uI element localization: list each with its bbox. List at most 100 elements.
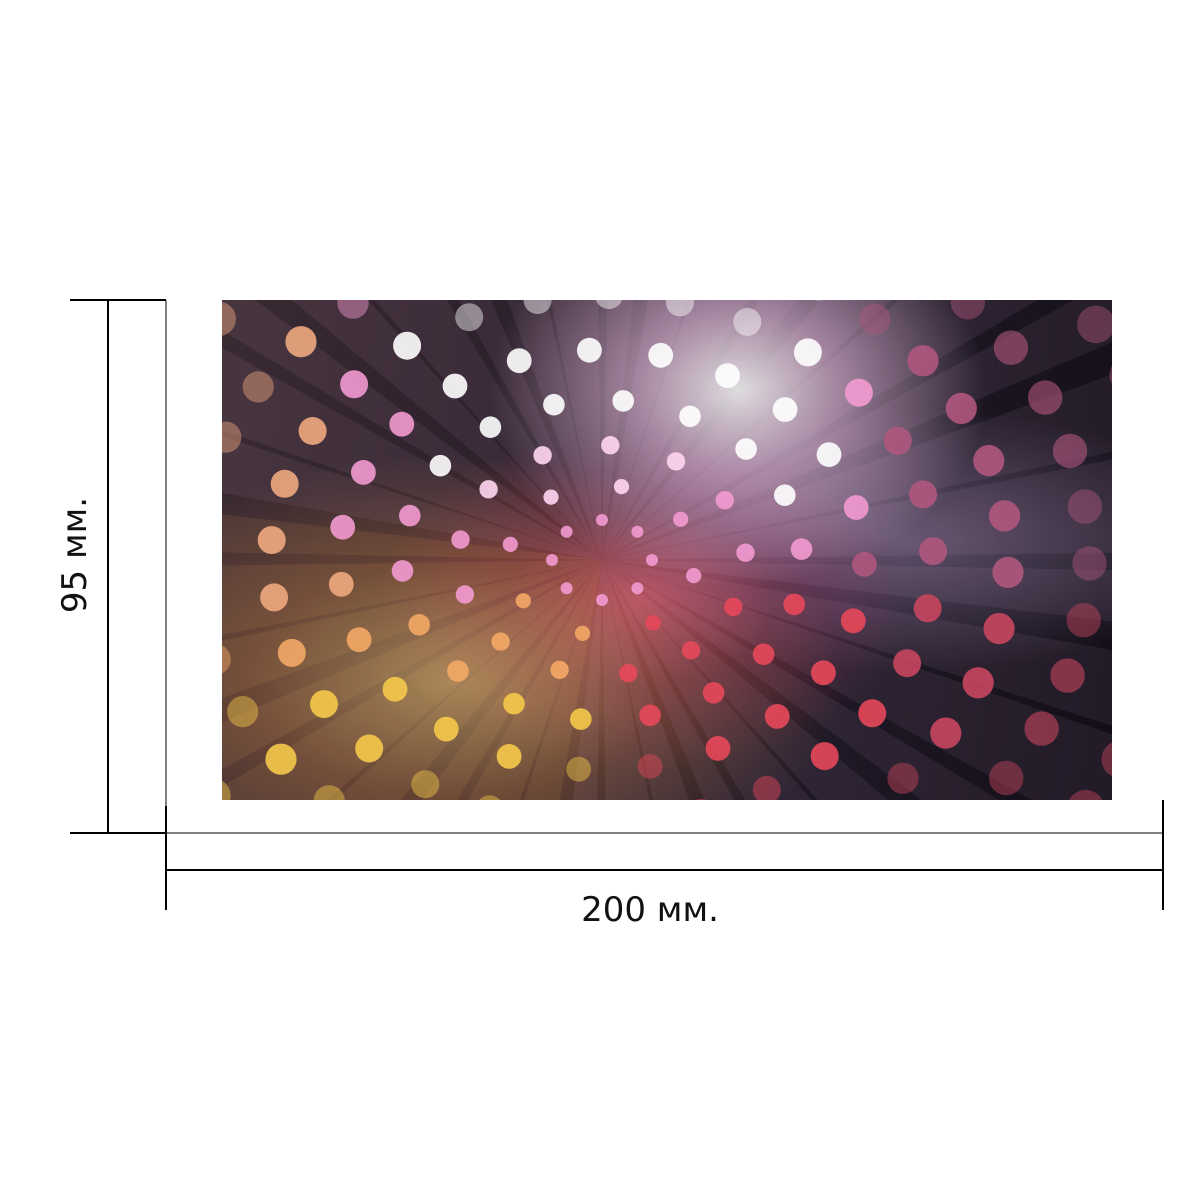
bokeh-dot xyxy=(222,780,231,800)
light-ray xyxy=(573,560,602,800)
bokeh-dot xyxy=(844,378,873,407)
light-ray xyxy=(550,300,602,560)
bokeh-dot xyxy=(783,593,805,616)
bokeh-dot xyxy=(1077,305,1112,344)
bokeh-dot xyxy=(433,716,459,742)
bokeh-dot xyxy=(840,608,866,634)
bokeh-dot xyxy=(993,330,1029,365)
bokeh-dot xyxy=(774,484,796,506)
bokeh-dot xyxy=(631,525,644,538)
bokeh-dot xyxy=(533,446,552,465)
bokeh-dot xyxy=(502,536,518,552)
bokeh-dot xyxy=(451,530,470,549)
bokeh-dot xyxy=(646,554,658,566)
bokeh-dot xyxy=(601,436,620,455)
bokeh-dot xyxy=(973,445,1005,477)
bokeh-dot xyxy=(790,538,813,560)
bokeh-dot xyxy=(724,597,743,617)
bokeh-dot xyxy=(859,303,891,335)
bokeh-dot xyxy=(648,342,674,368)
bokeh-dot xyxy=(222,645,231,674)
bokeh-dot xyxy=(715,363,740,388)
bokeh-dot xyxy=(695,798,707,800)
bokeh-dot xyxy=(1109,365,1112,385)
bokeh-dot xyxy=(665,300,694,317)
bokeh-dot xyxy=(496,744,522,769)
light-ray xyxy=(222,560,602,635)
bokeh-dot xyxy=(735,438,757,460)
bokeh-dot xyxy=(560,582,573,595)
bokeh-dot xyxy=(298,417,327,445)
bokeh-dot xyxy=(391,560,414,582)
bokeh-dot xyxy=(631,582,644,595)
bokeh-dot xyxy=(733,307,762,336)
bokeh-dot xyxy=(550,660,569,680)
bokeh-dot xyxy=(479,480,498,499)
bokeh-dot xyxy=(945,392,977,424)
bokeh-dot xyxy=(913,594,942,623)
bokeh-dot xyxy=(637,754,663,779)
bokeh-dot xyxy=(577,337,602,363)
bokeh-dot xyxy=(313,785,345,800)
bokeh-dot xyxy=(1069,789,1103,800)
bokeh-dot xyxy=(950,300,986,320)
bokeh-dot xyxy=(523,300,552,315)
bokeh-dot xyxy=(389,411,415,437)
bokeh-dot xyxy=(447,660,469,682)
bokeh-dot xyxy=(1050,658,1085,693)
bokeh-dot xyxy=(411,770,440,799)
bokeh-dot xyxy=(566,756,592,782)
bokeh-dot xyxy=(811,660,836,686)
bokeh-dot xyxy=(810,742,839,771)
bokeh-dot xyxy=(546,554,558,566)
light-ray xyxy=(602,560,650,800)
light-ray xyxy=(222,560,602,770)
light-ray xyxy=(335,560,602,800)
bokeh-dot xyxy=(1067,489,1103,524)
bokeh-dot xyxy=(455,303,484,332)
light-rays xyxy=(222,300,1112,800)
light-ray xyxy=(602,374,1112,560)
bokeh-dot xyxy=(310,690,338,719)
bokeh-dot xyxy=(491,632,510,651)
bokeh-dot xyxy=(503,692,525,715)
bokeh-dot xyxy=(1066,603,1101,638)
bokeh-dot xyxy=(816,442,842,467)
bokeh-dot xyxy=(596,594,608,606)
bokeh-dot xyxy=(679,405,701,428)
bokeh-dot xyxy=(612,390,634,412)
light-ray xyxy=(222,436,602,560)
bokeh-dot xyxy=(613,479,630,495)
bokeh-dot xyxy=(883,426,912,455)
product-artwork xyxy=(222,300,1112,800)
bokeh-dot xyxy=(222,421,242,453)
bokeh-dot xyxy=(702,682,725,704)
light-ray xyxy=(602,560,735,800)
bokeh-dot xyxy=(328,571,354,597)
bokeh-dot xyxy=(645,615,661,631)
bokeh-dot xyxy=(793,338,822,367)
bokeh-dot xyxy=(399,504,421,527)
light-ray xyxy=(468,560,602,800)
bokeh-dot xyxy=(242,371,274,403)
light-ray xyxy=(222,514,602,560)
bokeh-dot xyxy=(455,585,475,604)
bokeh-dot xyxy=(764,704,790,729)
bokeh-dot xyxy=(705,736,731,761)
bokeh-dot xyxy=(260,583,289,612)
bokeh-dot xyxy=(393,331,422,360)
bokeh-dot xyxy=(382,676,408,702)
bokeh-dot xyxy=(686,568,702,584)
bokeh-dot xyxy=(907,345,939,377)
bokeh-dot xyxy=(222,302,236,336)
bokeh-dot xyxy=(639,704,661,727)
bokeh-dot xyxy=(560,525,573,538)
bokeh-dot xyxy=(277,638,306,667)
bokeh-dot xyxy=(227,696,259,728)
bokeh-dot xyxy=(681,641,701,660)
bokeh-dot xyxy=(506,348,532,374)
bokeh-dot xyxy=(962,667,994,699)
bokeh-dot xyxy=(852,551,877,577)
bokeh-dot xyxy=(340,370,369,399)
